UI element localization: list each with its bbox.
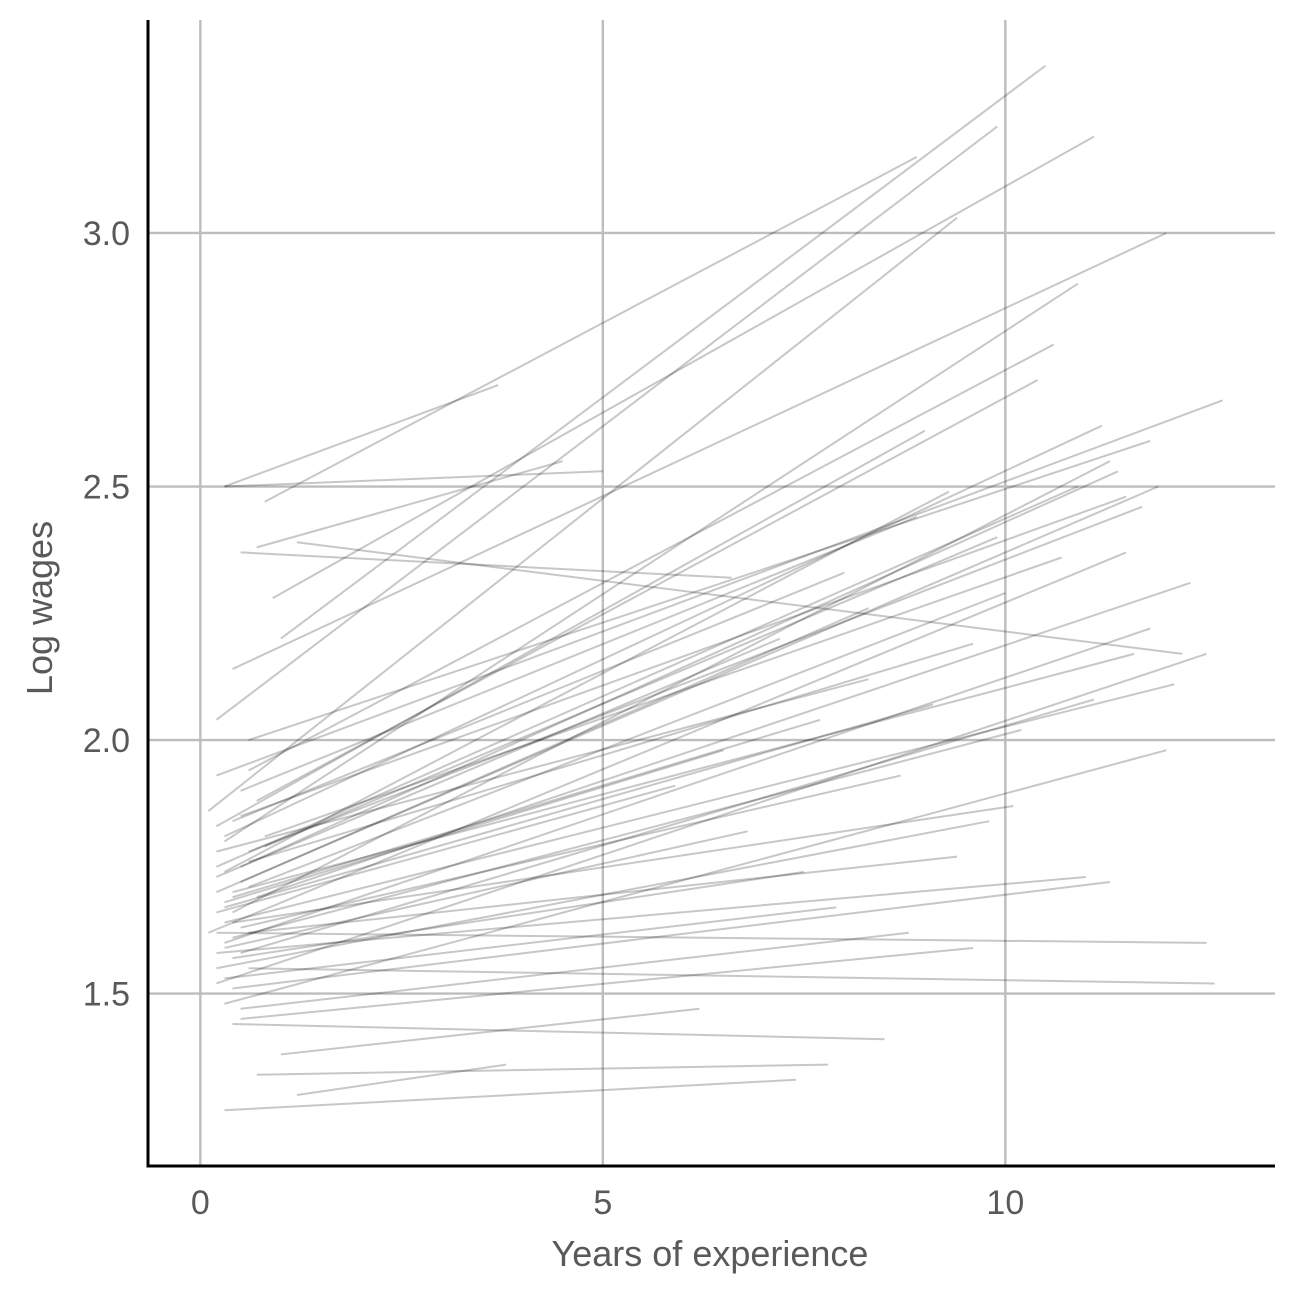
trajectory-line	[224, 830, 748, 949]
trajectory-line	[280, 64, 1047, 640]
trajectory-line	[232, 881, 1111, 990]
trajectory-line	[232, 870, 805, 960]
trajectory-line	[240, 470, 1119, 868]
trajectory-line	[224, 906, 837, 980]
trajectory-line	[224, 384, 499, 488]
trajectory-line	[216, 820, 990, 970]
trajectory-line	[232, 718, 821, 899]
trajectory-line	[240, 946, 974, 1020]
trajectory-line	[232, 728, 1022, 939]
trajectory-line	[240, 698, 1095, 954]
trajectory-line	[232, 232, 1167, 670]
y-tick-label: 2.0	[83, 722, 130, 760]
trajectory-line	[224, 749, 1167, 1005]
trajectory-line	[248, 439, 1151, 742]
trajectory-line	[215, 125, 998, 721]
x-tick-label: 10	[986, 1184, 1024, 1222]
trajectory-line	[256, 1063, 829, 1076]
trajectory-line	[216, 485, 1079, 868]
trajectory-line	[207, 216, 958, 812]
trajectory-line	[216, 784, 676, 914]
trajectory-line	[224, 424, 1103, 838]
trajectory-line	[264, 156, 918, 503]
trajectory-line	[264, 556, 1063, 838]
trajectory-line	[224, 470, 603, 488]
trajectory-line	[296, 541, 1183, 655]
trajectory-line	[248, 967, 1215, 985]
trajectory-line	[240, 607, 869, 883]
trajectory-line	[240, 774, 901, 929]
trajectory-line	[248, 592, 1006, 889]
trajectory-line	[216, 875, 1086, 955]
trajectory-line	[232, 652, 1135, 894]
trajectory-line	[223, 282, 1079, 843]
trajectory-lines	[207, 64, 1224, 1112]
y-tick-label: 2.5	[83, 469, 130, 507]
axes	[146, 20, 1275, 1168]
trajectory-line	[224, 683, 1175, 924]
trajectory-line	[224, 749, 724, 904]
trajectory-line	[216, 652, 1207, 985]
trajectory-line	[248, 642, 974, 863]
trajectory-line	[232, 571, 845, 823]
trajectory-line	[224, 703, 934, 909]
trajectory-line	[216, 399, 1224, 777]
trajectory-line	[272, 135, 1095, 599]
x-tick-label: 5	[593, 1184, 612, 1222]
trajectory-line	[216, 931, 1207, 944]
y-axis-title: Log wages	[19, 521, 60, 695]
trajectory-line	[232, 460, 1111, 914]
trajectory-line	[240, 495, 1127, 818]
x-tick-label: 0	[191, 1184, 210, 1222]
trajectory-line	[248, 505, 1143, 853]
trajectory-line	[232, 804, 1014, 924]
trajectory-line	[216, 485, 1159, 894]
trajectory-line	[207, 551, 1127, 934]
trajectory-line	[240, 551, 732, 579]
trajectory-line	[240, 516, 918, 792]
trajectory-line	[256, 581, 1191, 899]
y-tick-label: 1.5	[83, 976, 130, 1014]
trajectory-line	[216, 637, 781, 878]
y-tick-label: 3.0	[83, 215, 130, 253]
tick-labels: 0 5 10 1.5 2.0 2.5 3.0	[83, 215, 1025, 1222]
trajectory-line	[216, 678, 869, 853]
trajectory-line	[248, 343, 1055, 772]
trajectory-line	[215, 429, 926, 828]
trajectory-line	[248, 855, 958, 934]
trajectory-line	[264, 536, 998, 848]
x-axis-title: Years of experience	[552, 1233, 869, 1274]
trajectory-line	[296, 1063, 507, 1096]
trajectory-line	[280, 1007, 700, 1056]
trajectory-line	[232, 1023, 885, 1041]
trajectory-line	[224, 1078, 797, 1112]
trajectory-line	[224, 627, 1151, 944]
trajectory-line	[256, 379, 1038, 802]
trajectory-line	[240, 931, 909, 1010]
grid	[148, 20, 1275, 1166]
trajectory-line	[224, 490, 950, 873]
trajectory-line	[256, 460, 563, 549]
